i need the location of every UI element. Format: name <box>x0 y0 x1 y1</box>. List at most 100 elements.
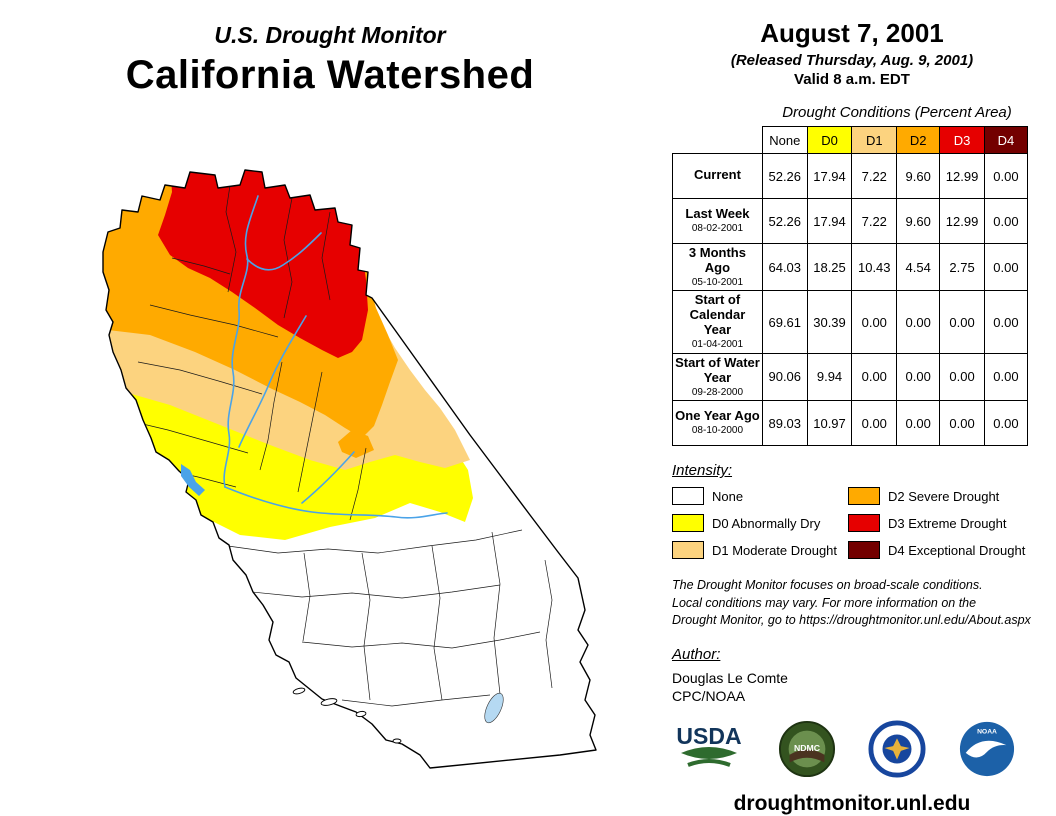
value-cell: 10.97 <box>806 400 853 447</box>
row-label: Last Week 08-02-2001 <box>672 198 763 244</box>
legend-item-d1: D1 Moderate Drought <box>672 541 848 560</box>
value-cell: 2.75 <box>939 242 985 292</box>
usda-wordmark: USDA <box>676 723 741 749</box>
author-heading: Author: <box>672 645 721 663</box>
noaa-wordmark: NOAA <box>977 729 997 736</box>
col-header-d4: D4 <box>983 126 1029 154</box>
rivers <box>223 195 448 519</box>
row-label: Current <box>672 153 763 199</box>
region-title: California Watershed <box>125 53 535 97</box>
disclaimer-line: Drought Monitor, go to https://droughtmo… <box>672 613 1031 628</box>
value-cell: 89.03 <box>761 400 808 447</box>
value-cell: 0.00 <box>983 198 1029 244</box>
row-label-date: 08-02-2001 <box>691 223 744 235</box>
usda-logo: USDA <box>676 723 742 768</box>
row-label-date: 01-04-2001 <box>691 339 744 351</box>
author-block: Author: Douglas Le Comte CPC/NOAA <box>672 646 1032 707</box>
value-cell: 0.00 <box>983 352 1029 402</box>
col-header-d2: D2 <box>896 126 941 154</box>
ndmc-logo: NDMC <box>778 721 836 778</box>
disclaimer-line: The Drought Monitor focuses on broad-sca… <box>672 578 983 593</box>
legend-label: D4 Exceptional Drought <box>888 542 1026 558</box>
table-row: Current 52.26 17.94 7.22 9.60 12.99 0.00 <box>672 153 1029 199</box>
drought-regions <box>103 170 596 768</box>
intensity-legend: Intensity: None D0 Abnormally Dry D1 Mod… <box>672 462 1032 560</box>
value-cell: 52.26 <box>761 153 808 199</box>
map-date: August 7, 2001 <box>760 18 944 48</box>
value-cell: 0.00 <box>896 290 941 354</box>
value-cell: 0.00 <box>851 352 898 402</box>
d3-swatch <box>848 514 880 533</box>
value-cell: 9.60 <box>896 153 941 199</box>
row-label-text: 3 Months Ago <box>688 245 746 275</box>
row-label-date: 09-28-2000 <box>691 386 744 398</box>
value-cell: 0.00 <box>983 153 1029 199</box>
col-header-d0: D0 <box>806 126 853 154</box>
channel-islands <box>292 687 402 744</box>
date-block: August 7, 2001 (Released Thursday, Aug. … <box>672 18 1032 88</box>
value-cell: 0.00 <box>851 400 898 447</box>
table-header-row: None D0 D1 D2 D3 D4 <box>672 126 1029 154</box>
info-panel: August 7, 2001 (Released Thursday, Aug. … <box>672 18 1032 816</box>
d4-swatch <box>848 541 880 560</box>
row-label: 3 Months Ago 05-10-2001 <box>672 242 763 292</box>
table-caption: Drought Conditions (Percent Area) <box>782 104 1012 121</box>
legend-label: D1 Moderate Drought <box>712 542 838 558</box>
table-row: Last Week 08-02-2001 52.26 17.94 7.22 9.6… <box>672 198 1029 244</box>
table-row: Start of Water Year 09-28-2000 90.06 9.94… <box>672 352 1029 402</box>
title-block: U.S. Drought Monitor California Watershe… <box>30 22 630 98</box>
agency-logos: USDA NDMC NOAA <box>672 720 1016 778</box>
author-name: Douglas Le Comte <box>672 669 788 686</box>
d2-swatch <box>848 487 880 506</box>
value-cell: 0.00 <box>851 290 898 354</box>
legend-item-d2: D2 Severe Drought <box>848 487 1032 506</box>
row-label-text: One Year Ago <box>675 408 760 424</box>
value-cell: 0.00 <box>983 242 1029 292</box>
row-label-text: Current <box>693 167 741 183</box>
drought-conditions-table: None D0 D1 D2 D3 D4 Current 52.26 17.94 … <box>672 126 1029 447</box>
table-row: One Year Ago 08-10-2000 89.03 10.97 0.00 … <box>672 400 1029 447</box>
legend-label: D3 Extreme Drought <box>888 515 1007 531</box>
footer-url: droughtmonitor.unl.edu <box>733 792 971 816</box>
col-header-none: None <box>761 126 808 154</box>
value-cell: 52.26 <box>761 198 808 244</box>
value-cell: 69.61 <box>761 290 808 354</box>
value-cell: 7.22 <box>851 198 898 244</box>
value-cell: 12.99 <box>939 153 985 199</box>
row-label-date: 08-10-2000 <box>691 425 744 437</box>
value-cell: 30.39 <box>806 290 853 354</box>
value-cell: 9.60 <box>896 198 941 244</box>
commerce-seal-logo <box>868 720 926 778</box>
san-francisco-bay <box>181 464 205 496</box>
disclaimer: The Drought Monitor focuses on broad-sca… <box>672 577 1032 630</box>
value-cell: 17.94 <box>806 198 853 244</box>
value-cell: 0.00 <box>939 352 985 402</box>
released-date: (Released Thursday, Aug. 9, 2001) <box>730 52 974 69</box>
ndmc-wordmark: NDMC <box>794 743 821 753</box>
legend-label: None <box>712 488 744 504</box>
legend-label: D2 Severe Drought <box>888 488 1000 504</box>
row-label: One Year Ago 08-10-2000 <box>672 400 763 447</box>
value-cell: 90.06 <box>761 352 808 402</box>
author-org: CPC/NOAA <box>672 688 746 705</box>
col-header-d1: D1 <box>851 126 898 154</box>
d0-swatch <box>672 514 704 533</box>
col-header-d3: D3 <box>939 126 985 154</box>
corner-cell <box>672 126 763 154</box>
legend-label: D0 Abnormally Dry <box>712 515 821 531</box>
value-cell: 7.22 <box>851 153 898 199</box>
value-cell: 0.00 <box>896 352 941 402</box>
row-label-text: Start of Calendar Year <box>689 292 746 338</box>
value-cell: 10.43 <box>851 242 898 292</box>
legend-heading: Intensity: <box>672 462 733 480</box>
value-cell: 0.00 <box>939 400 985 447</box>
row-label-text: Last Week <box>685 206 750 222</box>
table-row: Start of Calendar Year 01-04-2001 69.61 3… <box>672 290 1029 354</box>
legend-item-d3: D3 Extreme Drought <box>848 514 1032 533</box>
value-cell: 4.54 <box>896 242 941 292</box>
value-cell: 0.00 <box>983 400 1029 447</box>
drought-region-d2-patch <box>338 430 374 458</box>
none-swatch <box>672 487 704 506</box>
value-cell: 17.94 <box>806 153 853 199</box>
legend-item-d4: D4 Exceptional Drought <box>848 541 1032 560</box>
